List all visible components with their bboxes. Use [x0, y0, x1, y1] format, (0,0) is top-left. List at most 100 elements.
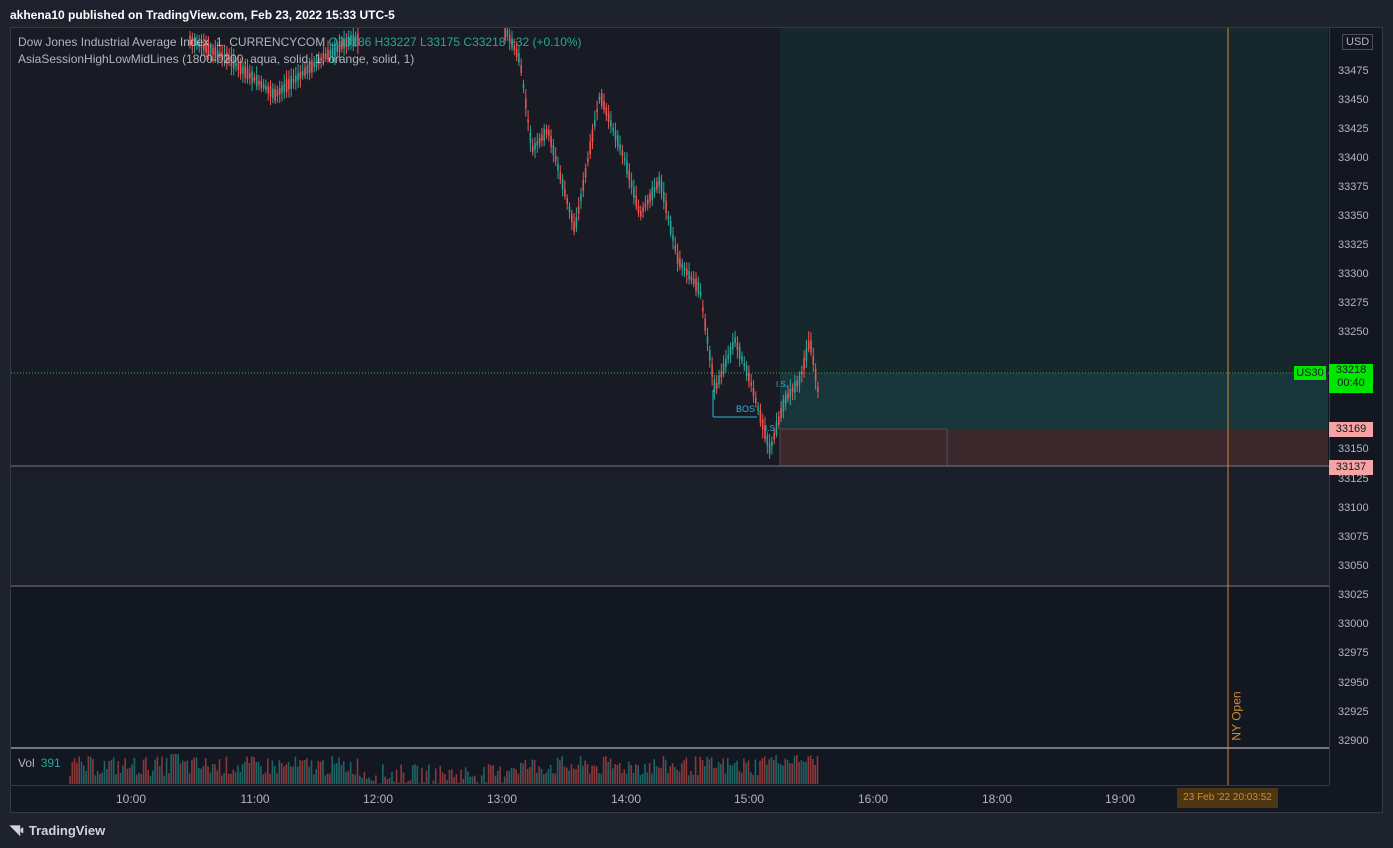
candle-body — [743, 363, 746, 367]
price-tick: 33450 — [1338, 94, 1369, 106]
volume-bar — [575, 769, 577, 784]
volume-bar — [520, 762, 522, 784]
volume-bar — [655, 766, 658, 784]
volume-bar — [161, 756, 163, 784]
time-tick: 16:00 — [857, 792, 889, 806]
volume-bar — [294, 756, 297, 784]
candle-body — [755, 397, 757, 404]
volume-bar — [73, 758, 76, 784]
volume-bar — [692, 774, 695, 784]
candle-body — [205, 43, 207, 53]
last-price-label: 33218 00:40 — [1329, 364, 1373, 393]
candle-body — [575, 216, 578, 228]
volume-bar — [147, 770, 149, 784]
volume-bar — [99, 773, 101, 784]
last-price-value: 33218 — [1335, 364, 1367, 376]
volume-bar — [278, 760, 281, 784]
candle-body — [571, 213, 573, 223]
candle-body — [715, 382, 718, 389]
volume-bar — [119, 773, 122, 784]
volume-bar — [405, 782, 407, 784]
indicator-legend[interactable]: AsiaSessionHighLowMidLines (1800-0200, a… — [18, 52, 415, 66]
volume-legend[interactable]: Vol 391 — [18, 756, 61, 770]
volume-bar — [207, 766, 209, 784]
session-shade — [11, 28, 780, 465]
range-box — [11, 466, 1329, 586]
volume-bar — [76, 762, 78, 784]
candle-body — [711, 364, 713, 377]
volume-bar — [706, 756, 708, 784]
volume-bar — [246, 756, 248, 784]
volume-bar — [685, 757, 688, 784]
candle-body — [278, 87, 281, 95]
volume-bar — [333, 763, 336, 784]
candle-body — [203, 43, 205, 51]
currency-badge[interactable]: USD — [1342, 34, 1374, 50]
price-tick: 33100 — [1338, 502, 1369, 514]
candle-body — [736, 342, 739, 350]
volume-bar — [416, 765, 419, 784]
candle-body — [352, 34, 355, 45]
volume-bar — [561, 756, 563, 784]
volume-bar — [630, 765, 632, 784]
volume-bar — [285, 764, 287, 784]
volume-bar — [370, 780, 373, 784]
candle-body — [612, 127, 614, 131]
volume-bar — [363, 772, 366, 784]
volume-bar — [566, 767, 568, 784]
volume-bar — [501, 782, 504, 784]
volume-bar — [526, 768, 529, 784]
candle-body — [230, 55, 233, 67]
volume-bar — [462, 778, 465, 784]
candle-body — [699, 292, 702, 296]
volume-bar — [784, 758, 787, 784]
volume-bar — [336, 762, 338, 784]
candle-body — [649, 193, 651, 202]
brand-name: TradingView — [28, 822, 106, 838]
volume-bar — [92, 759, 94, 784]
price-tick: 32900 — [1338, 735, 1369, 747]
ohlc-high: H33227 — [374, 35, 417, 49]
volume-bar — [648, 763, 651, 784]
volume-bar — [747, 760, 750, 784]
volume-bar — [763, 756, 766, 784]
volume-bar — [531, 759, 534, 784]
candle-body — [635, 195, 637, 207]
candle-body — [607, 113, 610, 122]
volume-bar — [782, 765, 784, 784]
volume-bar — [536, 772, 538, 784]
price-axis[interactable]: USD — [1329, 27, 1384, 785]
price-tick: 32975 — [1338, 647, 1369, 659]
volume-bar — [492, 765, 494, 784]
volume-bar — [467, 771, 469, 784]
volume-bar — [517, 773, 520, 784]
volume-bar — [733, 762, 736, 784]
volume-bar — [559, 760, 561, 784]
tradingview-footer[interactable]: ◥◖ TradingView — [10, 822, 105, 838]
price-tick: 33050 — [1338, 560, 1369, 572]
volume-bar — [133, 757, 136, 784]
volume-bar — [250, 756, 253, 784]
candle-body — [807, 341, 810, 350]
candle-body — [759, 410, 762, 423]
volume-bar — [329, 773, 331, 784]
volume-bar — [568, 770, 570, 784]
ohlc-change: +32 (+0.10%) — [508, 35, 582, 49]
volume-bar — [759, 760, 761, 784]
candle-body — [644, 203, 647, 208]
candle-body — [322, 53, 325, 63]
volume-bar — [552, 773, 554, 784]
volume-bar — [683, 760, 685, 784]
volume-bar — [432, 780, 435, 784]
candle-body — [676, 252, 679, 264]
volume-bar — [216, 770, 218, 784]
price-tick: 33300 — [1338, 268, 1369, 280]
candle-body — [764, 426, 766, 439]
candle-body — [338, 41, 341, 53]
symbol-legend[interactable]: Dow Jones Industrial Average Index, 1, C… — [18, 35, 582, 49]
volume-bar — [775, 755, 777, 784]
candle-body — [741, 356, 743, 362]
candle-body — [621, 150, 624, 156]
time-axis[interactable]: 10:00 11:00 12:00 13:00 14:00 15:00 16:00 18:00… — [10, 785, 1329, 814]
